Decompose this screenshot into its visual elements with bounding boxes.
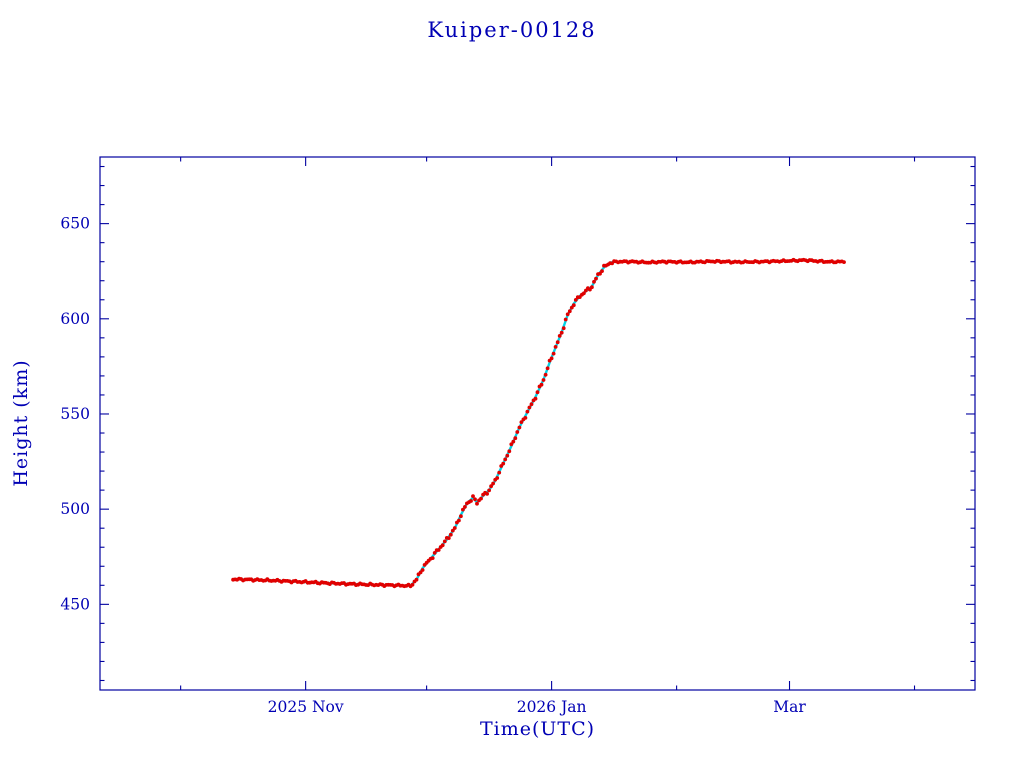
y-tick-label: 550 [60, 405, 90, 423]
x-tick-label: 2025 Nov [268, 698, 344, 716]
axis-ticks [100, 157, 975, 690]
axes-frame [99, 156, 976, 691]
y-tick-label: 650 [60, 215, 90, 233]
y-tick-label: 500 [60, 500, 90, 518]
y-tick-label: 600 [60, 310, 90, 328]
tick-labels: 450 500 550 600 650 2025 Nov 2026 Jan Mar [60, 215, 806, 716]
y-tick-label: 450 [60, 595, 90, 613]
x-tick-label: Mar [773, 698, 806, 716]
x-tick-label: 2026 Jan [517, 698, 587, 716]
measurement-points [231, 257, 846, 589]
x-axis-label: Time(UTC) [479, 718, 596, 740]
chart-title: Kuiper-00128 [427, 18, 597, 42]
fit-line [231, 259, 844, 587]
